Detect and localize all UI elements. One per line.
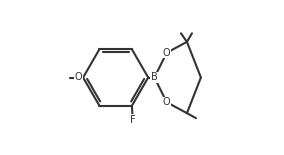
Text: O: O [163,97,171,107]
Text: F: F [130,115,135,125]
Text: O: O [163,48,171,58]
Text: O: O [74,73,82,82]
Text: B: B [151,73,158,82]
